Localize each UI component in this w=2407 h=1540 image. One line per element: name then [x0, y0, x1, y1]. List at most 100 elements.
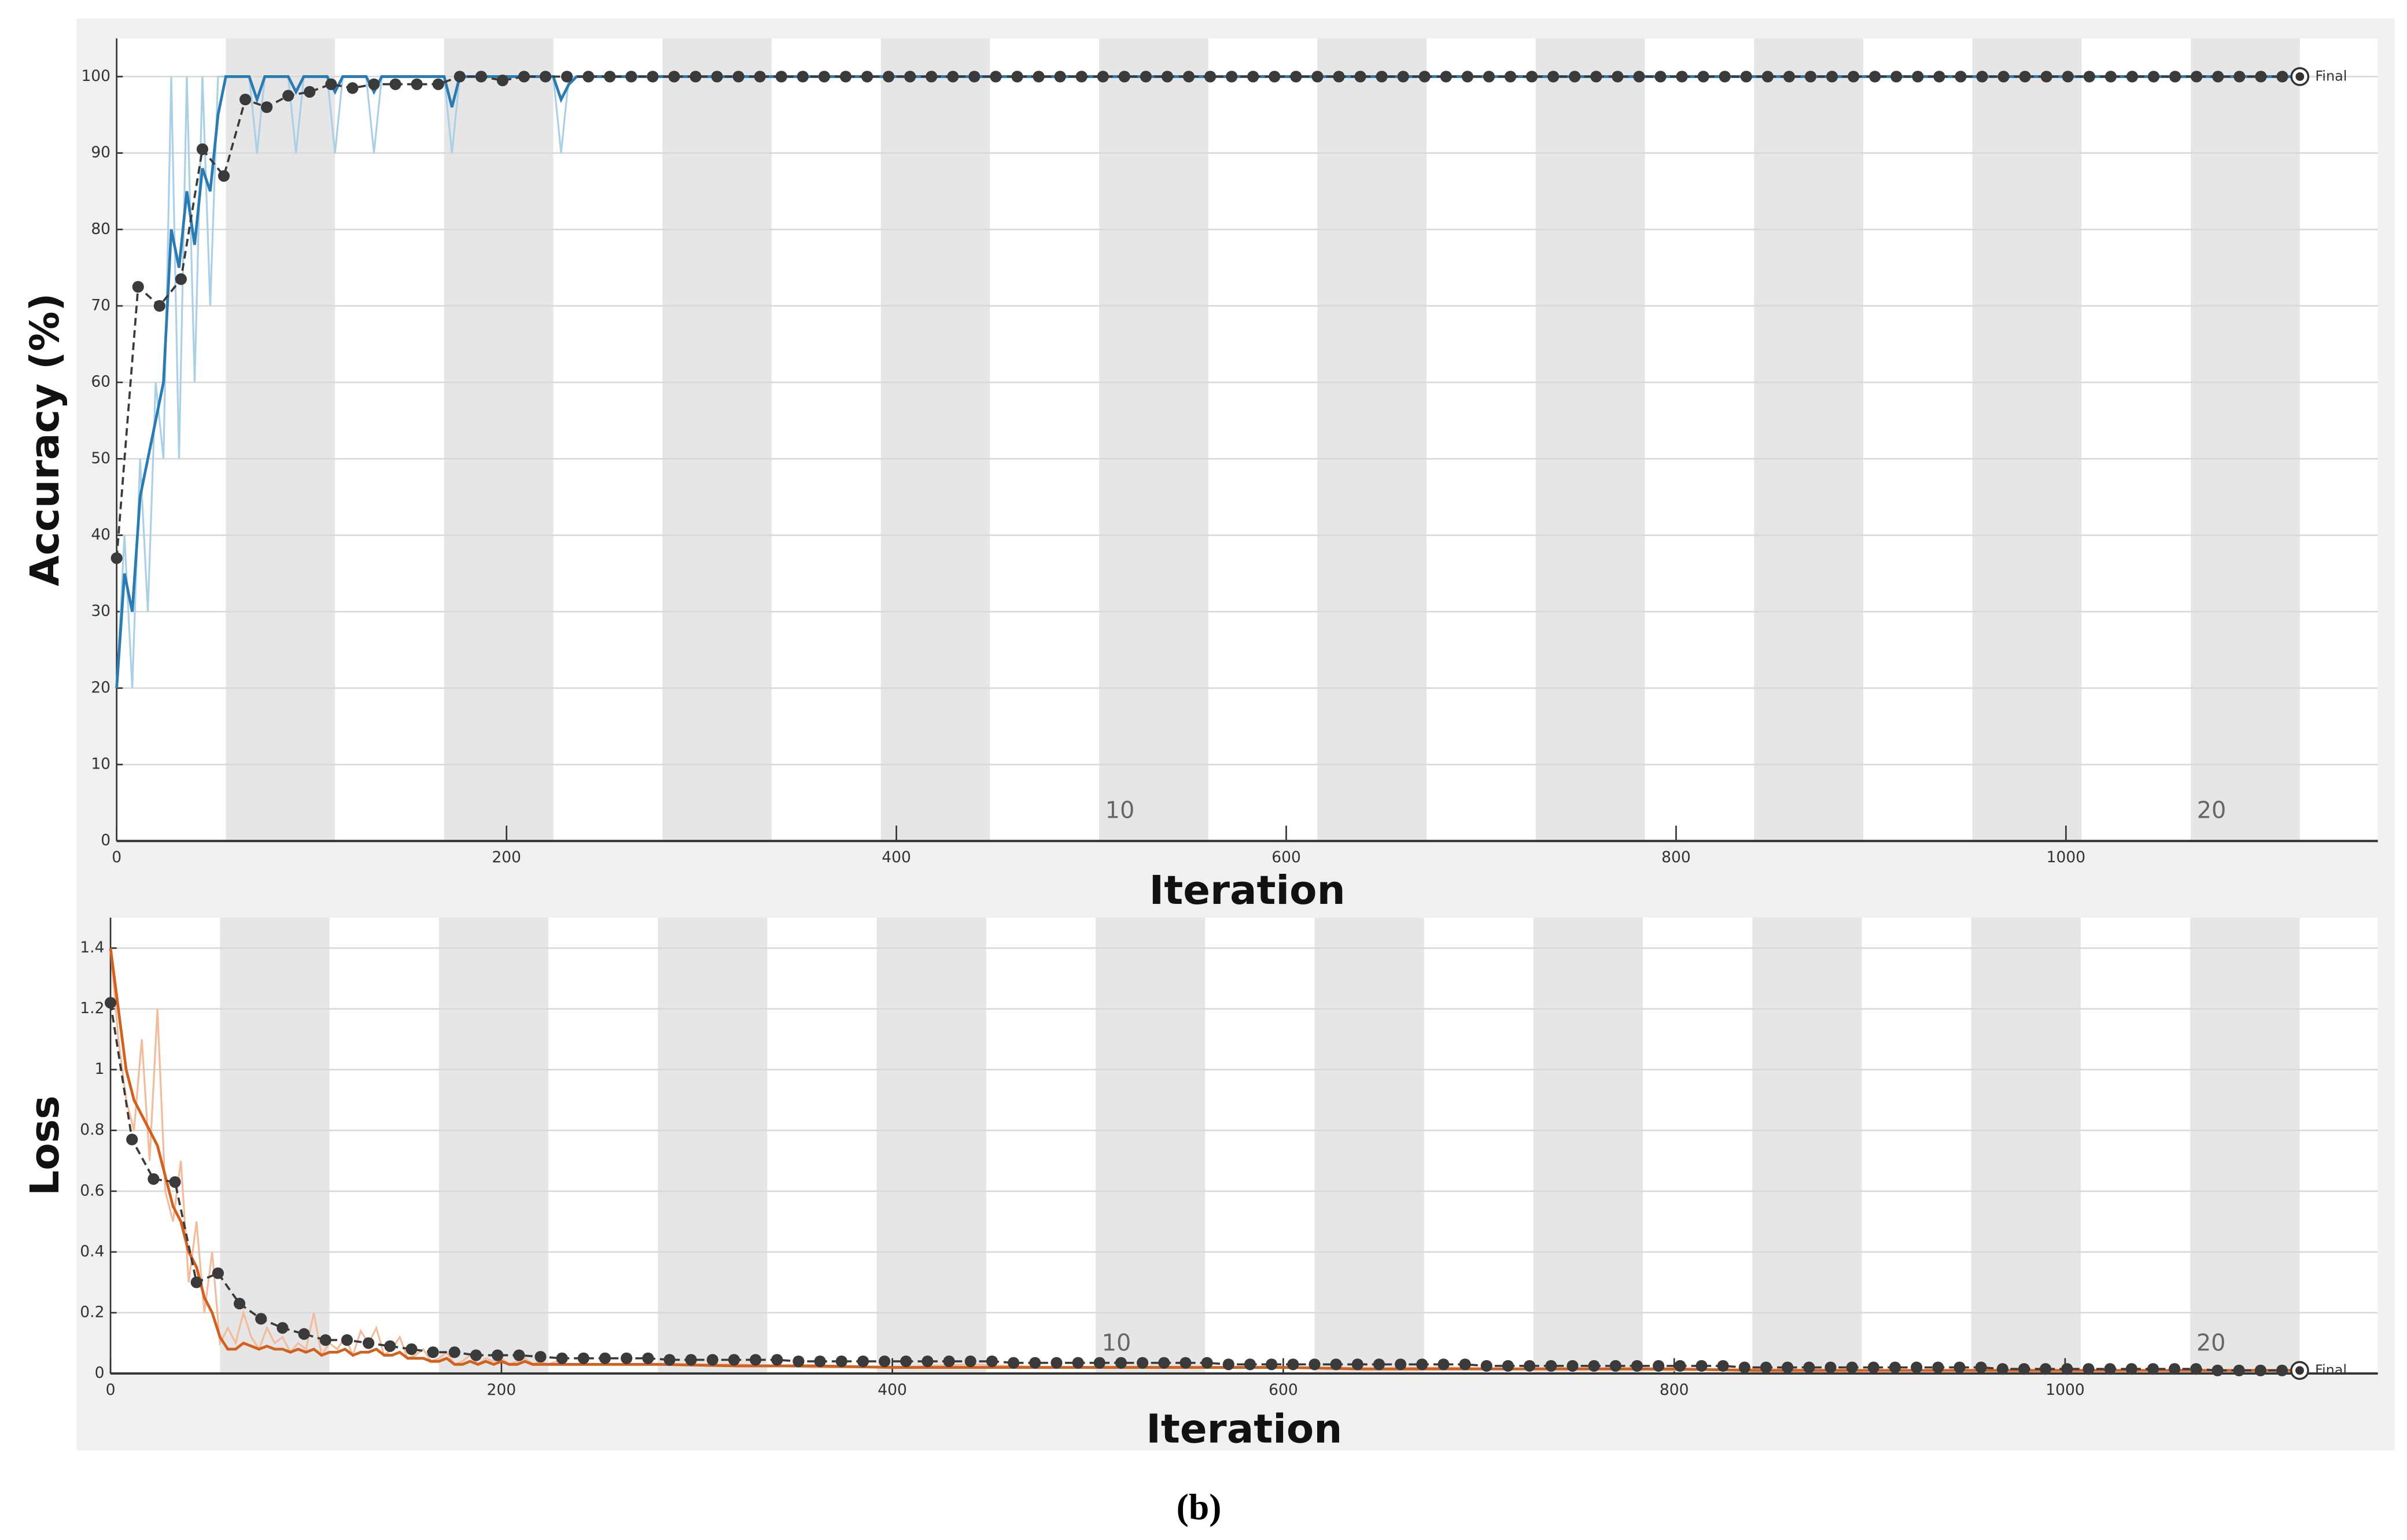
- validation-point: [1050, 1357, 1063, 1369]
- y-tick-label: 70: [91, 296, 110, 314]
- final-label: Final: [2315, 68, 2347, 84]
- validation-point: [1846, 1361, 1858, 1373]
- validation-point: [341, 1334, 353, 1346]
- epoch-label: 20: [2197, 797, 2227, 823]
- caption: (b): [1177, 1486, 1222, 1527]
- validation-point: [943, 1355, 955, 1368]
- validation-point: [968, 71, 981, 83]
- validation-point: [2212, 71, 2224, 83]
- validation-point: [1590, 71, 1602, 83]
- validation-point: [664, 1354, 676, 1366]
- epoch-band: [438, 917, 548, 1374]
- validation-point: [1161, 71, 1174, 83]
- validation-point: [282, 90, 294, 102]
- y-tick-label: 0.6: [80, 1181, 104, 1199]
- validation-point: [1782, 1361, 1794, 1373]
- validation-point: [1247, 71, 1259, 83]
- validation-point: [1804, 71, 1817, 83]
- validation-point: [1158, 1357, 1170, 1369]
- validation-point: [1526, 71, 1538, 83]
- validation-point: [1351, 1358, 1363, 1371]
- epoch-band: [1533, 917, 1643, 1374]
- smooth-line: [115, 75, 2300, 689]
- validation-point: [110, 552, 123, 564]
- y-tick-label: 40: [91, 526, 110, 544]
- validation-point: [1545, 1360, 1557, 1372]
- validation-point: [2233, 71, 2246, 83]
- validation-point: [175, 273, 187, 285]
- validation-point: [2040, 1363, 2052, 1375]
- epoch-band: [226, 38, 336, 841]
- x-tick-label: 400: [878, 1381, 907, 1399]
- validation-point: [1459, 1358, 1471, 1371]
- validation-point: [1631, 1360, 1643, 1372]
- validation-point: [1376, 71, 1388, 83]
- validation-point: [2147, 1363, 2159, 1375]
- y-tick-label: 100: [81, 67, 110, 85]
- validation-point: [1889, 1361, 1901, 1373]
- x-tick-label: 1000: [2047, 848, 2085, 866]
- validation-point: [1179, 1357, 1192, 1369]
- validation-point: [454, 71, 466, 83]
- validation-point: [2255, 71, 2267, 83]
- validation-point: [835, 1355, 847, 1368]
- validation-point: [304, 86, 316, 98]
- validation-point: [1890, 71, 1903, 83]
- validation-point: [1654, 71, 1667, 83]
- validation-point: [577, 1352, 589, 1364]
- validation-point: [728, 1354, 740, 1366]
- validation-point: [389, 78, 401, 90]
- validation-point: [771, 1354, 783, 1366]
- validation-point: [2190, 1363, 2202, 1375]
- validation-point: [1437, 1358, 1450, 1371]
- epoch-label: 10: [1105, 797, 1135, 823]
- final-label: Final: [2315, 1362, 2347, 1378]
- epoch-band: [1099, 38, 1208, 841]
- y-tick-label: 0.8: [80, 1121, 104, 1139]
- validation-point: [2104, 1363, 2116, 1375]
- validation-point: [212, 1267, 224, 1279]
- validation-point: [711, 71, 723, 83]
- validation-point: [496, 74, 508, 87]
- validation-point: [1290, 71, 1302, 83]
- validation-point: [1760, 1361, 1772, 1373]
- validation-point: [904, 71, 916, 83]
- validation-point: [2126, 71, 2139, 83]
- validation-point: [1869, 71, 1881, 83]
- validation-point: [1204, 71, 1217, 83]
- validation-point: [1097, 71, 1109, 83]
- validation-point: [1824, 1361, 1837, 1373]
- validation-point: [754, 71, 766, 83]
- validation-point: [1311, 71, 1324, 83]
- validation-point: [1483, 71, 1495, 83]
- epoch-band: [1096, 917, 1206, 1374]
- validation-point: [818, 71, 830, 83]
- validation-point: [492, 1349, 504, 1361]
- epoch-band: [1752, 917, 1862, 1374]
- validation-point: [792, 1355, 805, 1368]
- validation-point: [964, 1355, 976, 1368]
- epoch-band: [1971, 917, 2081, 1374]
- validation-point: [1674, 1360, 1686, 1372]
- y-tick-label: 10: [91, 755, 110, 773]
- validation-point: [1569, 71, 1581, 83]
- validation-point: [1717, 1360, 1729, 1372]
- validation-point: [1072, 1357, 1084, 1369]
- validation-point: [1547, 71, 1560, 83]
- y-tick-label: 90: [91, 143, 110, 161]
- validation-point: [1761, 71, 1774, 83]
- validation-point: [1033, 71, 1045, 83]
- validation-point: [2276, 71, 2288, 83]
- validation-point: [2169, 1363, 2181, 1375]
- validation-point: [1397, 71, 1409, 83]
- validation-point: [406, 1343, 418, 1356]
- validation-point: [2169, 71, 2181, 83]
- validation-point: [1140, 71, 1152, 83]
- validation-point: [1480, 1360, 1492, 1372]
- validation-point: [750, 1354, 762, 1366]
- validation-point: [1955, 71, 1967, 83]
- validation-point: [857, 1355, 869, 1368]
- x-tick-label: 800: [1660, 1381, 1689, 1399]
- validation-point: [1976, 71, 1988, 83]
- validation-point: [261, 101, 273, 113]
